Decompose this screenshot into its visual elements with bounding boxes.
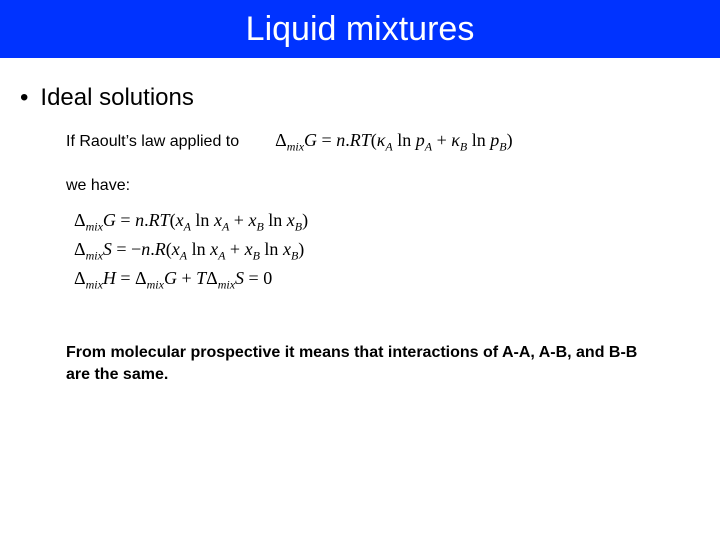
- equation-s: ΔmixS = −n.R(xA ln xA + xB ln xB): [74, 236, 700, 265]
- bullet-icon: •: [20, 86, 28, 110]
- page-title: Liquid mixtures: [246, 10, 475, 49]
- equation-h: ΔmixH = ΔmixG + TΔmixS = 0: [74, 265, 700, 294]
- intro-line: If Raoult’s law applied to ΔmixG = n.RT(…: [66, 130, 700, 155]
- intro-text: If Raoult’s law applied to: [66, 133, 239, 151]
- we-have-text: we have:: [66, 177, 700, 195]
- section-heading: Ideal solutions: [40, 84, 193, 112]
- equation-block: ΔmixG = n.RT(xA ln xA + xB ln xB) ΔmixS …: [74, 207, 700, 295]
- equation-g: ΔmixG = n.RT(xA ln xA + xB ln xB): [74, 207, 700, 236]
- title-bar: Liquid mixtures: [0, 0, 720, 58]
- content-area: • Ideal solutions If Raoult’s law applie…: [0, 58, 720, 385]
- section-row: • Ideal solutions: [20, 84, 700, 112]
- sub-content: If Raoult’s law applied to ΔmixG = n.RT(…: [66, 130, 700, 385]
- conclusion-text: From molecular prospective it means that…: [66, 342, 656, 385]
- equation-top: ΔmixG = n.RT(κA ln pA + κB ln pB): [275, 130, 512, 155]
